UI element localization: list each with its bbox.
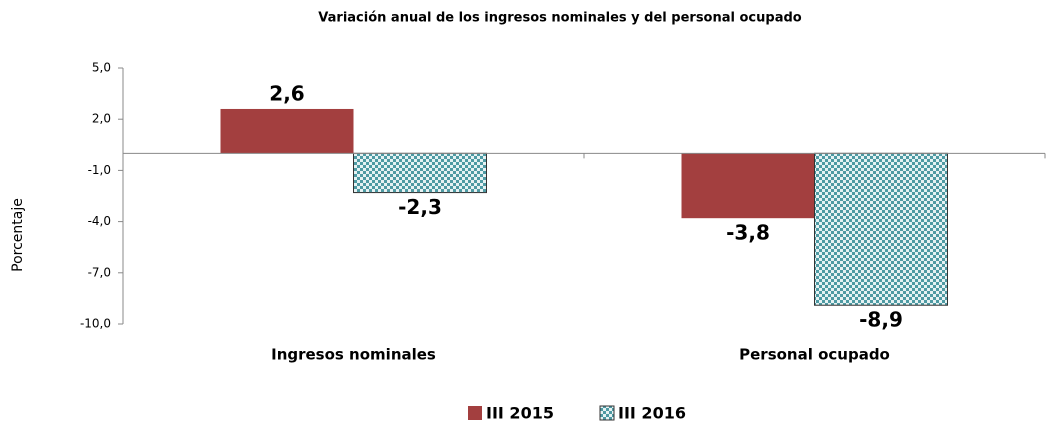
y-tick-label: 5,0 (92, 61, 111, 75)
legend-swatch (599, 405, 615, 421)
bar (681, 153, 815, 219)
legend-swatch (468, 406, 482, 420)
value-label: -8,9 (859, 308, 903, 332)
y-tick-label: -10,0 (80, 317, 111, 331)
value-label: -3,8 (726, 221, 770, 245)
y-tick-label: -7,0 (88, 265, 111, 279)
x-tick-label: Personal ocupado (739, 346, 890, 364)
chart-title: Variación anual de los ingresos nominale… (318, 11, 801, 26)
bar (814, 152, 948, 306)
y-tick-label: -4,0 (88, 214, 111, 228)
legend-label: III 2015 (486, 404, 554, 423)
value-label: -2,3 (398, 195, 442, 219)
y-tick-label: 2,0 (92, 112, 111, 126)
bar (353, 152, 487, 194)
x-tick-label: Ingresos nominales (271, 346, 436, 364)
y-tick-label: -1,0 (88, 163, 111, 177)
legend-label: III 2016 (618, 404, 686, 423)
y-axis-label: Porcentaje (10, 198, 26, 272)
bar (220, 108, 354, 154)
value-label: 2,6 (269, 81, 304, 105)
